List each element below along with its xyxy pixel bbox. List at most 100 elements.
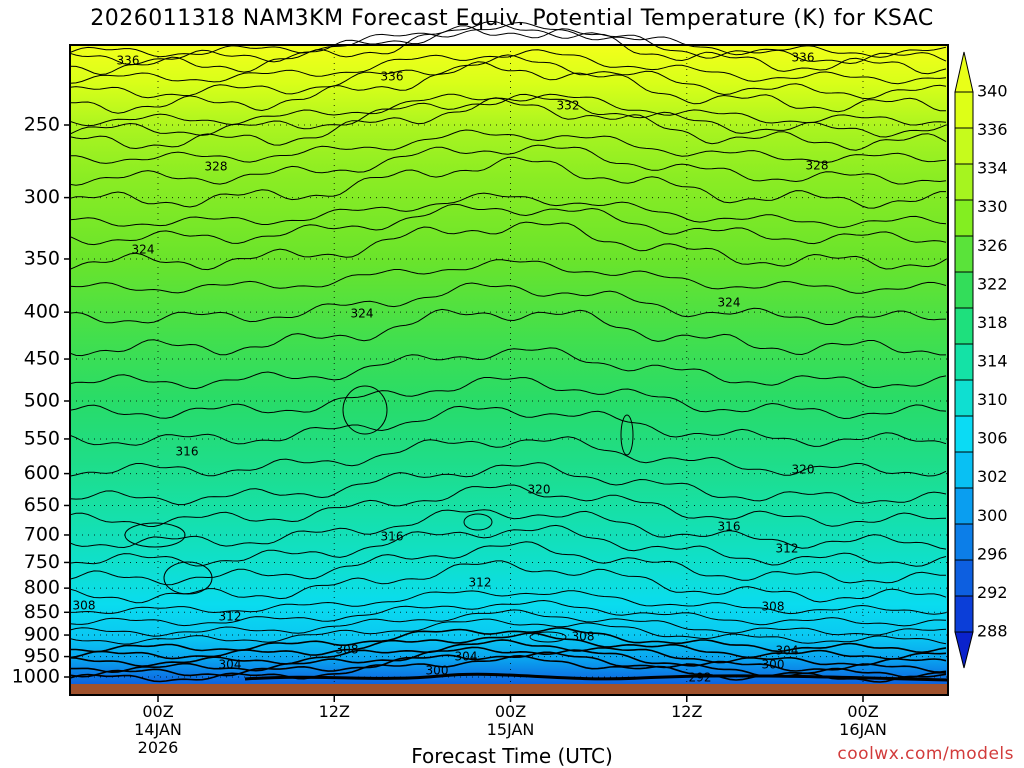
colorbar-segment <box>954 595 974 633</box>
contour-line <box>69 203 947 246</box>
plot-area <box>69 44 949 696</box>
x-tick-label: 12Z <box>671 702 702 721</box>
contour-label: 308 <box>73 599 96 613</box>
colorbar-label: 292 <box>977 583 1008 602</box>
surface-contour <box>244 672 949 682</box>
contour-line <box>69 308 946 357</box>
contour-cell <box>529 631 567 643</box>
colorbar-segment <box>954 199 974 237</box>
y-tick-label: 500 <box>24 390 60 412</box>
colorbar-segment <box>954 235 974 273</box>
colorbar-segment <box>954 415 974 453</box>
contour-line <box>69 632 947 660</box>
contour-line <box>69 93 947 138</box>
colorbar-segment <box>954 91 974 129</box>
x-tick-label: 15JAN <box>487 720 535 739</box>
contour-label: 292 <box>689 671 712 685</box>
x-tick-label: 2026 <box>138 738 179 757</box>
y-tick-label: 350 <box>24 247 60 269</box>
contour-line <box>69 21 947 58</box>
colorbar-label: 330 <box>977 197 1008 216</box>
colorbar-label: 336 <box>977 120 1008 139</box>
contour-line <box>70 646 947 674</box>
colorbar-label: 296 <box>977 544 1008 563</box>
contour-label: 312 <box>776 542 799 556</box>
contour-label: 300 <box>426 664 449 678</box>
contour-label: 336 <box>792 51 815 65</box>
contour-label: 336 <box>381 70 404 84</box>
y-tick-label: 800 <box>24 577 60 599</box>
x-tick-label: 00Z <box>142 702 173 721</box>
colorbar-label: 306 <box>977 429 1008 448</box>
colorbar-segment <box>954 523 974 561</box>
contour-line <box>69 484 947 528</box>
credit-link[interactable]: coolwx.com/models <box>837 744 1014 764</box>
x-tick-label: 00Z <box>847 702 878 721</box>
contour-line <box>69 609 947 637</box>
contour-cell <box>620 414 634 456</box>
contour-labels: 336 336 336 332 328 328 324 324 324 320 320 316 316 3… <box>73 51 829 685</box>
contour-line <box>69 347 947 390</box>
colorbar-label: 340 <box>977 82 1008 101</box>
contour-line <box>69 560 947 604</box>
contour-line <box>69 524 947 567</box>
contour-line <box>69 54 947 100</box>
contour-line <box>69 509 947 550</box>
contour-label: 328 <box>806 159 829 173</box>
colorbar-segment <box>954 379 974 417</box>
contour-line <box>69 405 947 447</box>
y-tick-label: 1000 <box>12 666 60 688</box>
colorbar-segment <box>954 127 974 165</box>
contour-line <box>69 259 947 294</box>
contour-line <box>69 282 947 325</box>
contour-label: 308 <box>762 600 785 614</box>
x-tick-label: 00Z <box>495 702 526 721</box>
colorbar-label: 288 <box>977 622 1008 641</box>
contour-cell <box>124 522 186 548</box>
y-tick-label: 550 <box>24 427 60 449</box>
contour-label: 308 <box>336 643 359 657</box>
contour-label: 304 <box>455 650 478 664</box>
colorbar-label: 300 <box>977 506 1008 525</box>
colorbar-min-arrow <box>954 631 974 669</box>
y-tick-label: 300 <box>24 186 60 208</box>
contour-label: 320 <box>792 463 815 477</box>
theta-e-field <box>70 45 948 695</box>
colorbar-segment <box>954 559 974 597</box>
colorbar-segment <box>954 307 974 345</box>
contour-line <box>69 20 947 66</box>
colorbar-max-arrow <box>954 51 974 93</box>
contour-line <box>70 627 947 654</box>
colorbar-segment <box>954 163 974 201</box>
contour-line <box>69 221 947 271</box>
x-tick-label: 12Z <box>319 702 350 721</box>
y-tick-label: 600 <box>24 462 60 484</box>
contour-label: 332 <box>557 99 580 113</box>
y-tick-label: 450 <box>24 348 60 370</box>
contour-label: 312 <box>219 610 242 624</box>
contour-label: 320 <box>528 483 551 497</box>
contour-line <box>70 61 946 114</box>
contour-label: 316 <box>718 520 741 534</box>
contour-line <box>69 144 947 186</box>
contour-label: 324 <box>351 307 374 321</box>
contour-cell <box>342 385 388 435</box>
x-axis-title: Forecast Time (UTC) <box>411 744 613 768</box>
colorbar-label: 326 <box>977 236 1008 255</box>
contour-line <box>69 156 946 209</box>
contour-line <box>69 192 947 228</box>
contour-label: 304 <box>219 658 242 672</box>
contour-label: 316 <box>381 530 404 544</box>
contour-label: 312 <box>469 576 492 590</box>
colorbar-label: 310 <box>977 390 1008 409</box>
contour-line <box>70 129 947 164</box>
contour-line <box>69 599 947 627</box>
y-tick-label: 750 <box>24 551 60 573</box>
colorbar-label: 334 <box>977 159 1008 178</box>
contour-line <box>69 97 947 151</box>
colorbar-segment <box>954 451 974 489</box>
colorbar-label: 314 <box>977 352 1008 371</box>
contour-line <box>69 25 947 76</box>
y-tick-label: 950 <box>24 645 60 667</box>
